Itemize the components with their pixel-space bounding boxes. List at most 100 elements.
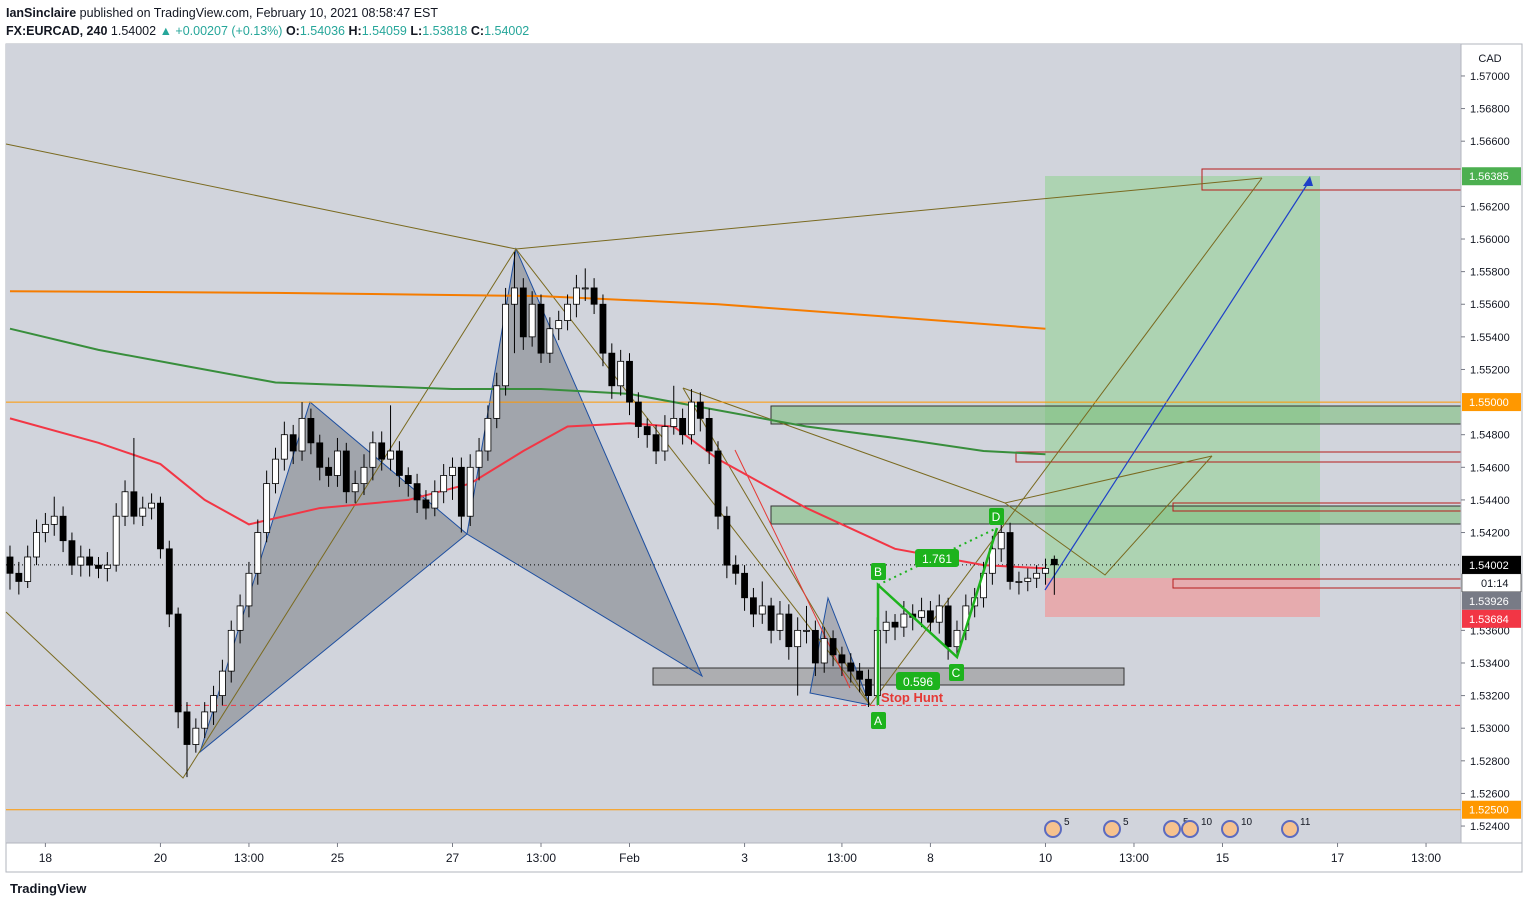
- candle-body: [351, 483, 359, 493]
- candle-body: [15, 572, 23, 582]
- candle-body: [50, 515, 58, 525]
- y-tick-label: 1.54400: [1470, 495, 1510, 507]
- drawings: [5, 143, 1462, 779]
- x-tick-label: 17: [1331, 851, 1345, 865]
- trend-line: [5, 177, 1263, 779]
- price-badge-label: 1.55000: [1469, 397, 1509, 409]
- candle-body: [661, 426, 669, 452]
- x-tick-label: 20: [154, 851, 168, 865]
- point-box: [989, 508, 1004, 525]
- x-tick-label: 8: [927, 851, 934, 865]
- candle-body: [679, 417, 687, 436]
- x-tick-label: 15: [1216, 851, 1230, 865]
- price-badge: [1462, 393, 1521, 412]
- event-icon[interactable]: [1281, 820, 1299, 838]
- author: IanSinclaire: [6, 6, 77, 20]
- candle-body: [608, 352, 616, 387]
- candle-body: [856, 670, 864, 680]
- candle-body: [652, 434, 660, 452]
- high: 1.54059: [361, 24, 407, 38]
- candle-body: [165, 548, 173, 615]
- event-icon[interactable]: [1044, 820, 1062, 838]
- candle-body: [811, 629, 819, 664]
- y-tick-label: 1.55400: [1470, 332, 1510, 344]
- candle-body: [378, 442, 386, 460]
- chart: A B C D 1.761 0.596 Stop Hunt 5 5 5 10 1…: [5, 43, 1523, 873]
- moving-average: [9, 327, 1046, 456]
- price-badge: [1462, 555, 1521, 574]
- candle-body: [634, 401, 642, 427]
- candle-body: [236, 605, 244, 631]
- candle-body: [519, 287, 527, 338]
- candle-body: [617, 360, 625, 387]
- candle-body: [688, 401, 695, 436]
- x-tick-label: Feb: [619, 851, 640, 865]
- candle-body: [227, 629, 235, 672]
- candle-body: [572, 287, 580, 305]
- candle-body: [218, 670, 226, 696]
- event-icon[interactable]: [1103, 820, 1121, 838]
- y-tick-label: 1.56800: [1470, 104, 1510, 116]
- candle-body: [528, 303, 536, 338]
- y-tick-label: 1.52600: [1470, 788, 1510, 800]
- candle-body: [68, 540, 76, 566]
- candle-body: [316, 442, 324, 468]
- candle-body: [121, 491, 129, 517]
- event-count: 11: [1300, 817, 1311, 828]
- candle-body: [334, 450, 341, 476]
- last: 1.54002: [110, 24, 157, 38]
- candle-body: [838, 654, 846, 664]
- x-tick-label: 13:00: [1119, 851, 1149, 865]
- candle-body: [86, 556, 94, 566]
- x-tick-label: 3: [741, 851, 748, 865]
- candle-body: [457, 466, 465, 517]
- event-icon[interactable]: [1163, 820, 1181, 838]
- candle-body: [484, 417, 492, 452]
- x-tick-label: 10: [1039, 851, 1053, 865]
- y-tick-label: 1.54800: [1470, 430, 1510, 442]
- candle-body: [1042, 568, 1049, 574]
- ratio-label: 0.596: [903, 675, 933, 689]
- candle-body: [599, 303, 607, 354]
- candle-body: [192, 727, 200, 745]
- candle-body: [997, 532, 1005, 550]
- high-label: H:: [348, 24, 362, 38]
- candle-body: [555, 320, 563, 330]
- y-tick-label: 1.55800: [1470, 267, 1510, 279]
- candle-body: [750, 597, 757, 615]
- candle-body: [803, 629, 810, 632]
- event-icon[interactable]: [1221, 820, 1239, 838]
- candle-body: [6, 556, 14, 574]
- ratio-box: [915, 549, 959, 567]
- candle-body: [1050, 558, 1058, 566]
- x-tick-label: 13:00: [827, 851, 857, 865]
- x-tick-label: 13:00: [234, 851, 264, 865]
- y-axis-label: CAD: [1478, 53, 1501, 65]
- y-tick-label: 1.57000: [1470, 71, 1510, 83]
- candle-body: [723, 515, 731, 566]
- candle-body: [502, 303, 510, 387]
- x-tick-label: 13:00: [526, 851, 556, 865]
- candle-body: [900, 613, 908, 628]
- x-tick-label: 25: [331, 851, 345, 865]
- averages: [9, 290, 1046, 570]
- candle-body: [988, 548, 996, 574]
- open: 1.54036: [299, 24, 346, 38]
- y-tick-label: 1.55200: [1470, 364, 1510, 376]
- price-badge-label: 1.53684: [1469, 614, 1509, 626]
- candle-body: [475, 450, 483, 468]
- price-badge: [1462, 800, 1521, 819]
- trend-line: [1004, 455, 1213, 576]
- candle-body: [927, 610, 934, 623]
- event-count: 5: [1123, 817, 1129, 828]
- event-count: 10: [1241, 817, 1253, 828]
- moving-average: [9, 417, 1046, 570]
- ratio-label: 1.761: [922, 552, 952, 566]
- y-tick-label: 1.54200: [1470, 528, 1510, 540]
- event-icon[interactable]: [1181, 820, 1199, 838]
- y-tick-label: 1.53400: [1470, 658, 1510, 670]
- candle-body: [829, 638, 837, 656]
- low: 1.53818: [422, 24, 468, 38]
- levels: [6, 401, 1461, 811]
- axes: 1.57000 1.56800 1.56600 1.56200 1.56000 1.558…: [39, 71, 1510, 865]
